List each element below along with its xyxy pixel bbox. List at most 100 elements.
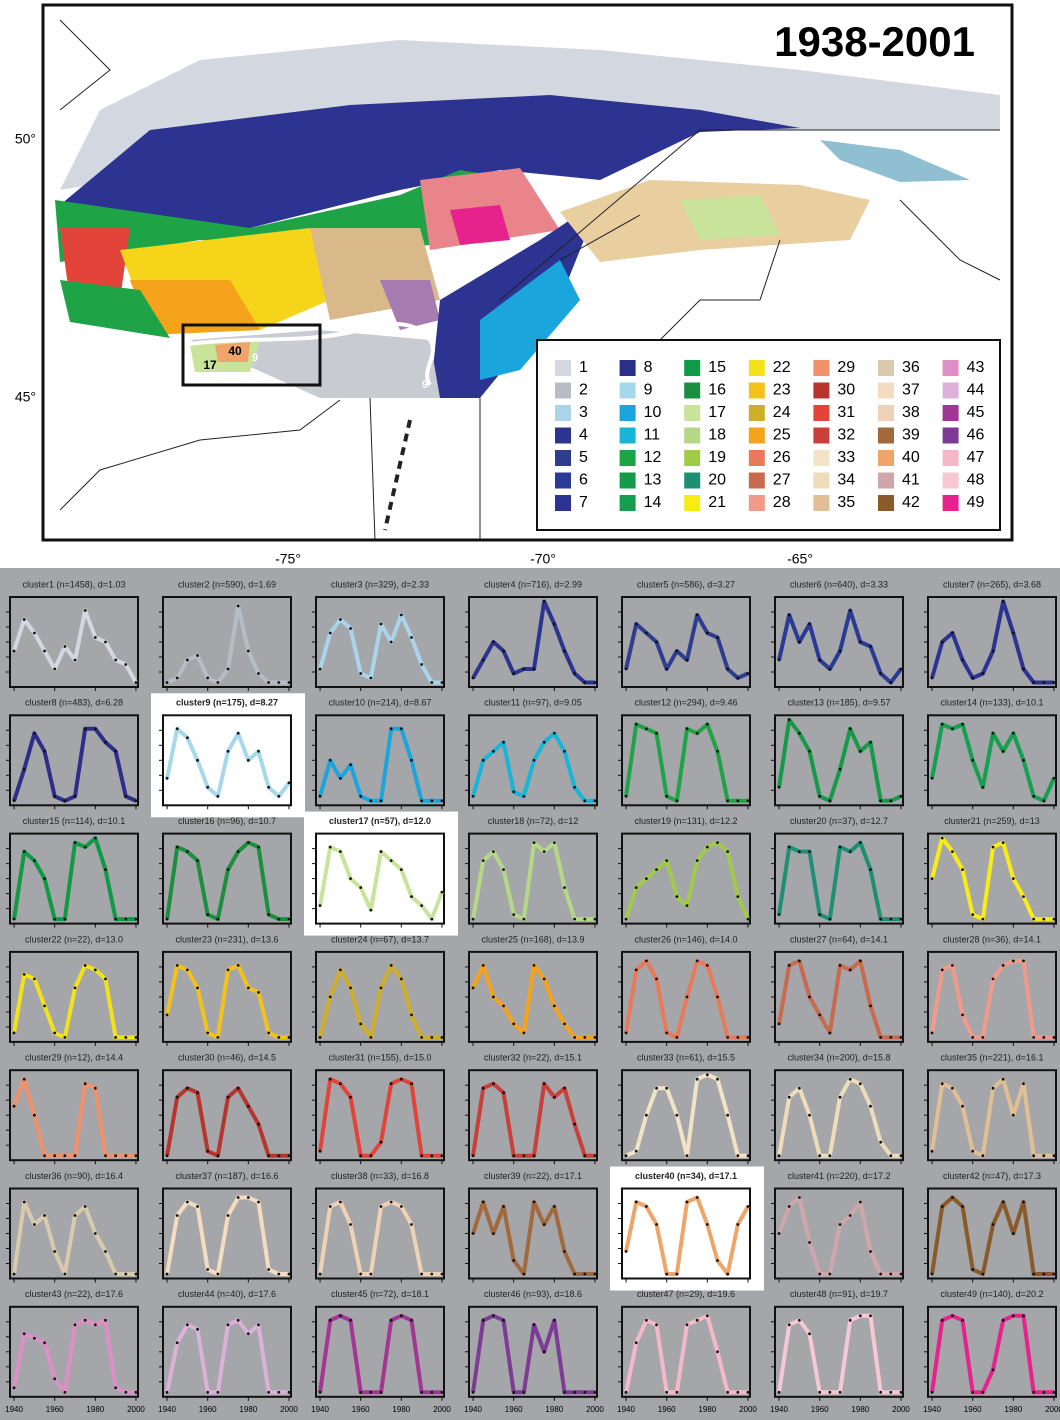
x-tick-label: 1960 bbox=[352, 1405, 370, 1414]
data-point bbox=[257, 1122, 260, 1126]
data-point bbox=[379, 799, 383, 803]
x-tick-label: 1940 bbox=[923, 1405, 941, 1414]
data-point bbox=[797, 1318, 801, 1322]
data-point bbox=[236, 1086, 240, 1090]
panel-title: cluster44 (n=40), d=17.6 bbox=[178, 1289, 276, 1299]
data-point bbox=[175, 964, 179, 967]
legend-swatch bbox=[555, 472, 571, 489]
legend-label: 42 bbox=[902, 494, 920, 511]
data-point bbox=[206, 1031, 210, 1035]
data-point bbox=[53, 794, 57, 798]
data-point bbox=[236, 850, 240, 853]
data-point bbox=[410, 1223, 413, 1226]
data-point bbox=[12, 799, 16, 803]
inset-label: 9 bbox=[252, 352, 258, 364]
legend-swatch bbox=[878, 427, 894, 444]
legend-swatch bbox=[813, 495, 830, 511]
data-point bbox=[328, 758, 332, 762]
data-point bbox=[63, 917, 67, 921]
panel-title: cluster25 (n=168), d=13.9 bbox=[481, 934, 584, 944]
data-point bbox=[359, 1022, 363, 1026]
legend-label: 44 bbox=[967, 382, 985, 399]
panel-title: cluster13 (n=185), d=9.57 bbox=[787, 698, 890, 708]
data-point bbox=[593, 1390, 597, 1394]
data-point bbox=[787, 1205, 791, 1208]
x-tick-label: 2000 bbox=[1045, 1405, 1060, 1414]
data-point bbox=[104, 977, 107, 981]
legend-swatch bbox=[748, 382, 765, 399]
data-point bbox=[53, 1250, 57, 1253]
data-point bbox=[838, 1390, 842, 1394]
data-point bbox=[185, 1200, 189, 1204]
panel-title: cluster30 (n=46), d=14.5 bbox=[178, 1053, 276, 1063]
data-point bbox=[930, 1149, 934, 1153]
data-point bbox=[634, 1200, 638, 1204]
data-point bbox=[961, 1104, 964, 1108]
data-point bbox=[328, 1205, 332, 1208]
data-point bbox=[869, 1314, 872, 1318]
data-point bbox=[410, 1318, 413, 1322]
data-point bbox=[1052, 776, 1056, 780]
data-point bbox=[491, 1232, 495, 1235]
data-point bbox=[369, 1272, 373, 1276]
legend-label: 24 bbox=[773, 404, 791, 421]
data-point bbox=[491, 749, 495, 753]
data-point bbox=[1052, 681, 1056, 684]
data-point bbox=[665, 1031, 669, 1035]
data-point bbox=[93, 836, 97, 840]
data-point bbox=[858, 640, 862, 644]
data-point bbox=[1001, 749, 1005, 753]
data-point bbox=[797, 1196, 801, 1199]
data-point bbox=[257, 672, 260, 675]
data-point bbox=[63, 645, 67, 648]
legend-swatch bbox=[555, 405, 571, 421]
data-point bbox=[899, 1272, 903, 1276]
data-point bbox=[716, 1350, 719, 1354]
legend-label: 45 bbox=[967, 404, 985, 421]
data-point bbox=[879, 799, 883, 803]
data-point bbox=[624, 1390, 628, 1394]
data-point bbox=[410, 1082, 413, 1086]
data-point bbox=[818, 658, 822, 662]
data-point bbox=[705, 964, 709, 967]
x-tick-label: 1980 bbox=[1004, 1405, 1022, 1414]
data-point bbox=[22, 767, 26, 771]
panel-title: cluster26 (n=146), d=14.0 bbox=[634, 934, 737, 944]
data-point bbox=[379, 622, 383, 626]
data-point bbox=[196, 859, 199, 862]
data-point bbox=[563, 649, 566, 653]
data-point bbox=[420, 663, 424, 666]
data-point bbox=[940, 1205, 944, 1208]
legend-label: 19 bbox=[708, 449, 726, 466]
x-tick-label: 1980 bbox=[86, 1405, 104, 1414]
legend-swatch bbox=[942, 450, 959, 466]
data-point bbox=[583, 681, 587, 684]
data-point bbox=[542, 977, 546, 981]
data-point bbox=[83, 1205, 87, 1208]
data-point bbox=[379, 1140, 383, 1144]
data-point bbox=[185, 968, 189, 972]
data-point bbox=[318, 667, 322, 671]
data-point bbox=[991, 1223, 995, 1226]
data-point bbox=[1022, 667, 1025, 671]
data-point bbox=[716, 995, 719, 999]
panel-title: cluster27 (n=64), d=14.1 bbox=[790, 934, 888, 944]
data-point bbox=[430, 1036, 434, 1039]
data-point bbox=[593, 917, 597, 921]
panel-title: cluster46 (n=93), d=18.6 bbox=[484, 1289, 582, 1299]
panel-title: cluster49 (n=140), d=20.2 bbox=[940, 1289, 1043, 1299]
data-point bbox=[532, 964, 536, 967]
data-point bbox=[726, 799, 730, 803]
data-point bbox=[950, 1314, 954, 1318]
data-point bbox=[542, 740, 546, 744]
panel-title: cluster5 (n=586), d=3.27 bbox=[637, 579, 735, 589]
data-point bbox=[257, 1323, 260, 1327]
x-tick-label: 1940 bbox=[311, 1405, 329, 1414]
data-point bbox=[440, 681, 444, 684]
data-point bbox=[655, 1223, 658, 1226]
data-point bbox=[53, 917, 57, 921]
data-point bbox=[359, 886, 363, 889]
data-point bbox=[93, 1232, 97, 1235]
data-point bbox=[216, 1154, 220, 1158]
data-point bbox=[1052, 1154, 1056, 1158]
